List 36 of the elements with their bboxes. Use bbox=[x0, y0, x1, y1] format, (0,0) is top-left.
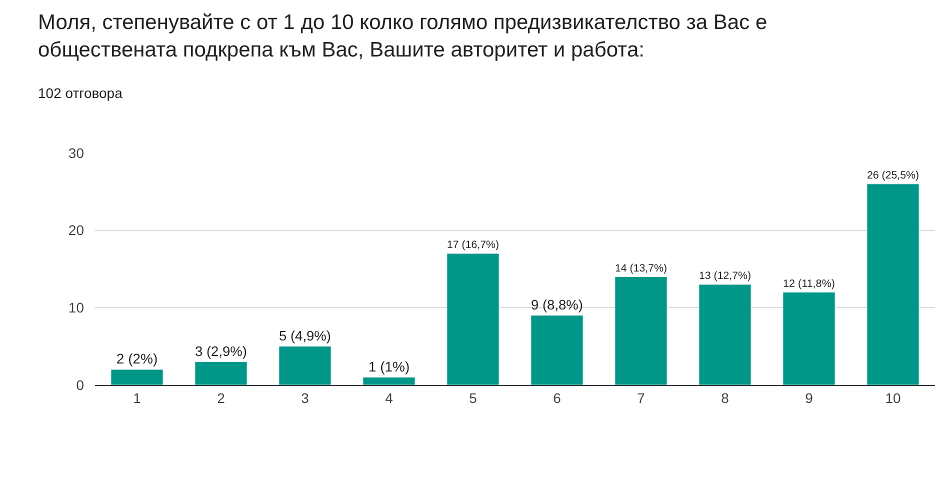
data-label: 2 (2%) bbox=[116, 350, 158, 367]
x-tick-label: 2 bbox=[217, 390, 226, 406]
x-tick-label: 10 bbox=[885, 390, 901, 406]
data-label: 13 (12,7%) bbox=[699, 270, 751, 282]
data-label: 1 (1%) bbox=[368, 358, 410, 374]
y-tick-label: 30 bbox=[68, 144, 84, 161]
bar bbox=[278, 346, 332, 385]
x-tick-label: 5 bbox=[469, 390, 478, 406]
y-tick-label: 0 bbox=[76, 376, 84, 393]
y-tick-label: 10 bbox=[68, 300, 84, 316]
y-tick-label: 20 bbox=[68, 222, 84, 238]
chart-title: Моля, степенувайте с от 1 до 10 колко голямо предизвикателство за Вас е обществената подкрепа към Вас, Вашите авторитет и работа: bbox=[38, 11, 768, 62]
x-tick-label: 7 bbox=[637, 390, 646, 406]
data-label: 12 (11,8%) bbox=[782, 278, 836, 290]
x-tick-label: 4 bbox=[385, 390, 394, 406]
bar bbox=[530, 315, 584, 385]
data-label: 17 (16,7%) bbox=[447, 239, 499, 252]
x-tick-label: 3 bbox=[301, 390, 310, 406]
bar bbox=[362, 377, 416, 385]
bar bbox=[194, 362, 248, 385]
data-label: 3 (2,9%) bbox=[194, 344, 248, 359]
data-label: 14 (13,7%) bbox=[615, 262, 667, 274]
bar bbox=[110, 369, 164, 385]
data-label: 5 (4,9%) bbox=[278, 328, 332, 344]
bar bbox=[614, 276, 668, 385]
bar bbox=[866, 184, 920, 385]
bar bbox=[698, 284, 752, 385]
x-tick-label: 6 bbox=[553, 390, 562, 406]
data-label: 26 (25,5%) bbox=[867, 170, 919, 182]
chart-subtitle: 102 отговора bbox=[38, 85, 123, 101]
x-tick-label: 9 bbox=[805, 390, 814, 406]
bar bbox=[446, 253, 500, 385]
bar bbox=[782, 292, 836, 385]
x-tick-label: 1 bbox=[133, 390, 142, 406]
data-label: 9 (8,8%) bbox=[530, 297, 584, 312]
x-tick-label: 8 bbox=[721, 390, 730, 406]
